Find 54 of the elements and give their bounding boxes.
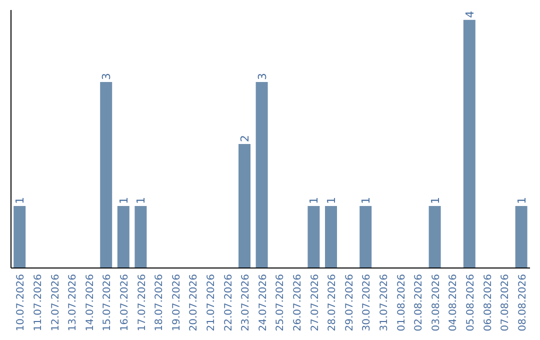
bar bbox=[14, 206, 26, 268]
bar bbox=[100, 82, 112, 268]
x-tick-label: 22.07.2026 bbox=[223, 274, 234, 332]
bar bbox=[117, 206, 130, 268]
x-tick-label: 31.07.2026 bbox=[378, 274, 390, 332]
data-label: 1 bbox=[515, 196, 528, 204]
x-tick-label: 18.07.2026 bbox=[154, 274, 166, 332]
x-tick-label: 08.08.2026 bbox=[517, 274, 528, 332]
data-label: 1 bbox=[324, 196, 338, 204]
x-tick-label: 14.07.2026 bbox=[84, 274, 96, 332]
data-label: 1 bbox=[360, 196, 373, 204]
bar bbox=[515, 206, 528, 268]
x-tick-label: 20.07.2026 bbox=[188, 274, 200, 332]
x-tick-label: 03.08.2026 bbox=[430, 274, 442, 332]
data-label: 3 bbox=[100, 72, 114, 80]
x-tick-label: 26.07.2026 bbox=[292, 274, 304, 332]
x-tick-label: 12.07.2026 bbox=[50, 274, 62, 332]
data-label: 1 bbox=[134, 196, 148, 204]
x-tick-label: 10.07.2026 bbox=[16, 274, 27, 332]
data-label: 4 bbox=[463, 10, 476, 18]
data-label: 2 bbox=[238, 134, 252, 142]
x-tick-label: 21.07.2026 bbox=[206, 274, 217, 332]
x-tick-label: 07.08.2026 bbox=[500, 274, 512, 332]
bar bbox=[238, 144, 250, 268]
x-tick-label: 13.07.2026 bbox=[68, 274, 79, 332]
x-tick-label: 04.08.2026 bbox=[448, 274, 460, 332]
x-tick-label: 15.07.2026 bbox=[102, 274, 114, 332]
x-tick-label: 16.07.2026 bbox=[119, 274, 130, 332]
x-tick-label: 19.07.2026 bbox=[171, 274, 182, 332]
data-label: 1 bbox=[117, 196, 130, 204]
x-tick-label: 24.07.2026 bbox=[258, 274, 269, 332]
data-label: 1 bbox=[428, 196, 442, 204]
x-tick-label: 30.07.2026 bbox=[362, 274, 373, 332]
data-label: 1 bbox=[308, 196, 321, 204]
x-tick-label: 06.08.2026 bbox=[482, 274, 494, 332]
bar bbox=[324, 206, 337, 268]
bar bbox=[360, 206, 372, 268]
x-tick-label: 28.07.2026 bbox=[327, 274, 338, 332]
bar bbox=[428, 206, 441, 268]
bar bbox=[134, 206, 147, 268]
x-tick-label: 29.07.2026 bbox=[344, 274, 356, 332]
bar bbox=[308, 206, 320, 268]
x-tick-label: 25.07.2026 bbox=[275, 274, 286, 332]
x-tick-label: 17.07.2026 bbox=[136, 274, 148, 332]
x-tick-label: 23.07.2026 bbox=[240, 274, 252, 332]
x-tick-label: 05.08.2026 bbox=[465, 274, 476, 332]
x-tick-label: 27.07.2026 bbox=[310, 274, 321, 332]
x-tick-label: 11.07.2026 bbox=[32, 274, 44, 332]
bar bbox=[463, 20, 476, 268]
data-label: 1 bbox=[14, 196, 27, 204]
bar bbox=[256, 82, 268, 268]
x-tick-label: 02.08.2026 bbox=[414, 274, 425, 332]
data-label: 3 bbox=[256, 72, 269, 80]
x-tick-label: 01.08.2026 bbox=[396, 274, 408, 332]
